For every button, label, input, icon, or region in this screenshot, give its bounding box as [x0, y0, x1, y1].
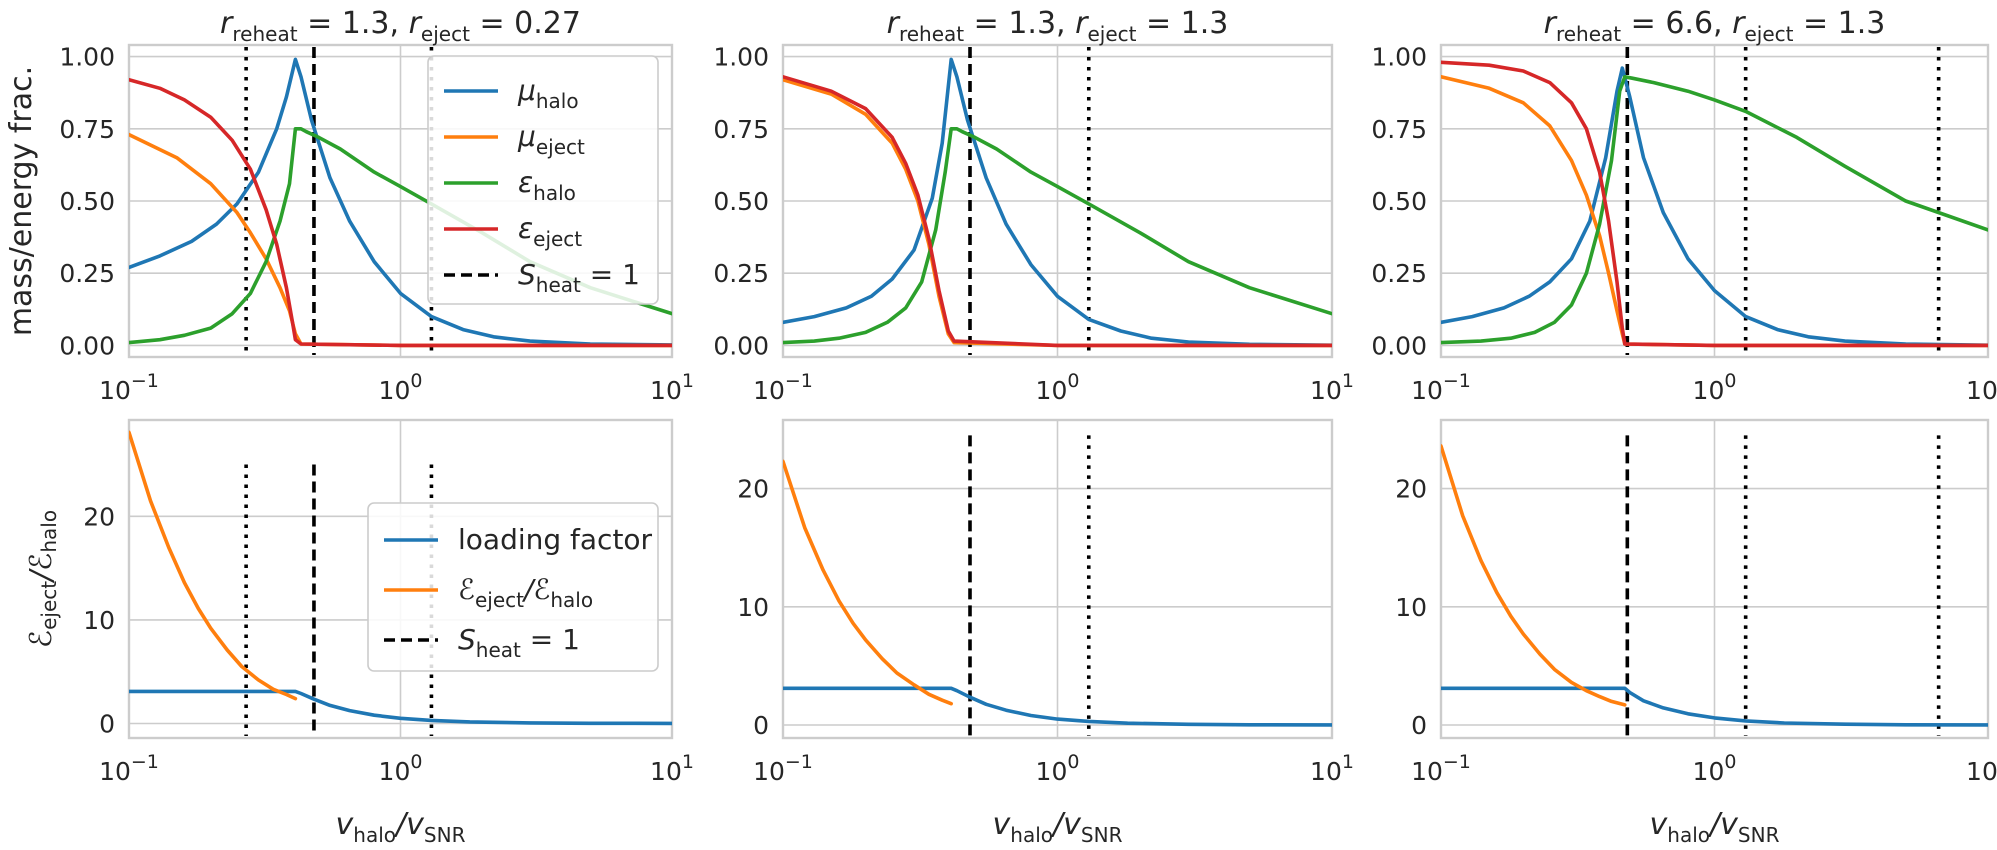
y-tick-label: 20 [737, 475, 769, 504]
x-tick-label: 101 [650, 370, 694, 405]
x-axis-label: vhalo/vSNR [993, 807, 1123, 847]
plot-area [783, 47, 1332, 355]
y-tick-label: 0.50 [59, 187, 115, 216]
y-tick-label: 1.00 [713, 43, 769, 72]
y-tick-label: 10 [737, 593, 769, 622]
x-tick-label: 10−1 [99, 751, 159, 786]
y-tick-label: 0 [99, 709, 115, 738]
x-tick-label: 10−1 [1411, 370, 1471, 405]
panel-title: rreheat = 1.3, reject = 0.27 [220, 6, 581, 46]
legend-label: ℰeject/ℰhalo [458, 573, 593, 612]
legend-label: Sheat = 1 [518, 258, 640, 297]
legend-frame [427, 55, 659, 305]
y-tick-label: 1.00 [1371, 43, 1427, 72]
legend-label: εeject [518, 212, 582, 251]
x-tick-label: 100 [379, 751, 423, 786]
series-eps-halo [783, 127, 1332, 345]
y-tick-label: 1.00 [59, 43, 115, 72]
x-tick-label: 100 [1693, 751, 1737, 786]
y-tick-label: 0.75 [1371, 115, 1427, 144]
x-tick-label: 101 [650, 751, 694, 786]
plot-area [783, 435, 1332, 736]
y-tick-label: 20 [83, 502, 115, 531]
y-tick-label: 0.25 [59, 259, 115, 288]
x-axis-label: vhalo/vSNR [1650, 807, 1780, 847]
series-loading [129, 689, 672, 726]
x-tick-label: 100 [1036, 370, 1080, 405]
legend: loading factor ℰeject/ℰhalo Sheat = 1 [367, 502, 659, 672]
series-eratio [129, 430, 298, 701]
y-tick-label: 0.75 [713, 115, 769, 144]
legend-label: Sheat = 1 [458, 623, 580, 662]
x-tick-label: 101 [1310, 370, 1354, 405]
legend-label: εhalo [518, 166, 576, 205]
plot-area [129, 430, 672, 736]
legend-label: μeject [517, 120, 585, 159]
plot-area [1441, 47, 1988, 355]
series-eps-eject [783, 75, 1332, 348]
x-axis-label: vhalo/vSNR [336, 807, 466, 847]
x-tick-label: 10−1 [99, 370, 159, 405]
axes-frame [1439, 418, 1990, 740]
panel-p2: 0.00 0.25 0.50 0.75 1.00 10−1 100 101 rreheat = … [1371, 6, 1997, 405]
series-loading [1441, 686, 1988, 727]
legend: μhalo μeject εhalo εeject Sheat = 1 [427, 55, 659, 305]
y-tick-label: 0.50 [713, 187, 769, 216]
series-eps-eject [1441, 60, 1988, 348]
legend-label: μhalo [517, 74, 579, 113]
legend-label: loading factor [458, 523, 653, 556]
y-tick-label: 0.00 [713, 331, 769, 360]
panel-p1: 0.00 0.25 0.50 0.75 1.00 10−1 100 101 rreheat = … [713, 6, 1354, 405]
y-tick-label: 0 [753, 711, 769, 740]
panel-p5: 0 10 20 10−1 100 101 vhalo/vSNR [1395, 418, 1997, 847]
legend-frame [367, 502, 659, 672]
y-tick-label: 0.75 [59, 115, 115, 144]
x-tick-label: 101 [1966, 370, 1997, 405]
y-tick-label: 0.50 [1371, 187, 1427, 216]
series-mu-halo [129, 57, 672, 347]
x-tick-label: 10−1 [753, 370, 813, 405]
y-tick-label: 10 [1395, 593, 1427, 622]
x-tick-label: 101 [1966, 751, 1997, 786]
axes-frame [127, 418, 674, 740]
series-loading [783, 686, 1332, 727]
axes-frame [1439, 43, 1990, 359]
y-tick-label: 0.25 [1371, 259, 1427, 288]
y-tick-label: 0.00 [59, 331, 115, 360]
x-tick-label: 100 [1693, 370, 1737, 405]
x-tick-label: 100 [1036, 751, 1080, 786]
series-eps-halo [1441, 75, 1988, 345]
x-tick-label: 10−1 [753, 751, 813, 786]
y-axis-label: ℰeject/ℰhalo [24, 510, 61, 648]
panel-p4: 0 10 20 10−1 100 101 vhalo/vSNR [737, 418, 1354, 847]
axes-frame [781, 418, 1334, 740]
y-axis-label: mass/energy frac. [4, 66, 39, 336]
y-tick-label: 0.25 [713, 259, 769, 288]
series-eps-eject [129, 77, 672, 348]
panel-title: rreheat = 6.6, reject = 1.3 [1544, 6, 1886, 46]
series-mu-halo [783, 57, 1332, 348]
y-tick-label: 0 [1411, 711, 1427, 740]
y-tick-label: 20 [1395, 475, 1427, 504]
x-tick-label: 10−1 [1411, 751, 1471, 786]
series-mu-halo [1441, 66, 1988, 348]
y-tick-label: 0.00 [1371, 331, 1427, 360]
plot-area [1441, 435, 1988, 736]
axes-frame [127, 43, 674, 359]
x-tick-label: 100 [379, 370, 423, 405]
series-eratio [1441, 444, 1627, 707]
series-eratio [783, 459, 954, 706]
axes-frame [781, 43, 1334, 359]
panel-title: rreheat = 1.3, reject = 1.3 [887, 6, 1229, 46]
y-tick-label: 10 [83, 606, 115, 635]
x-tick-label: 101 [1310, 751, 1354, 786]
panel-p0: 0.00 0.25 0.50 0.75 1.00 10−1 100 101 rreheat = … [4, 6, 694, 405]
